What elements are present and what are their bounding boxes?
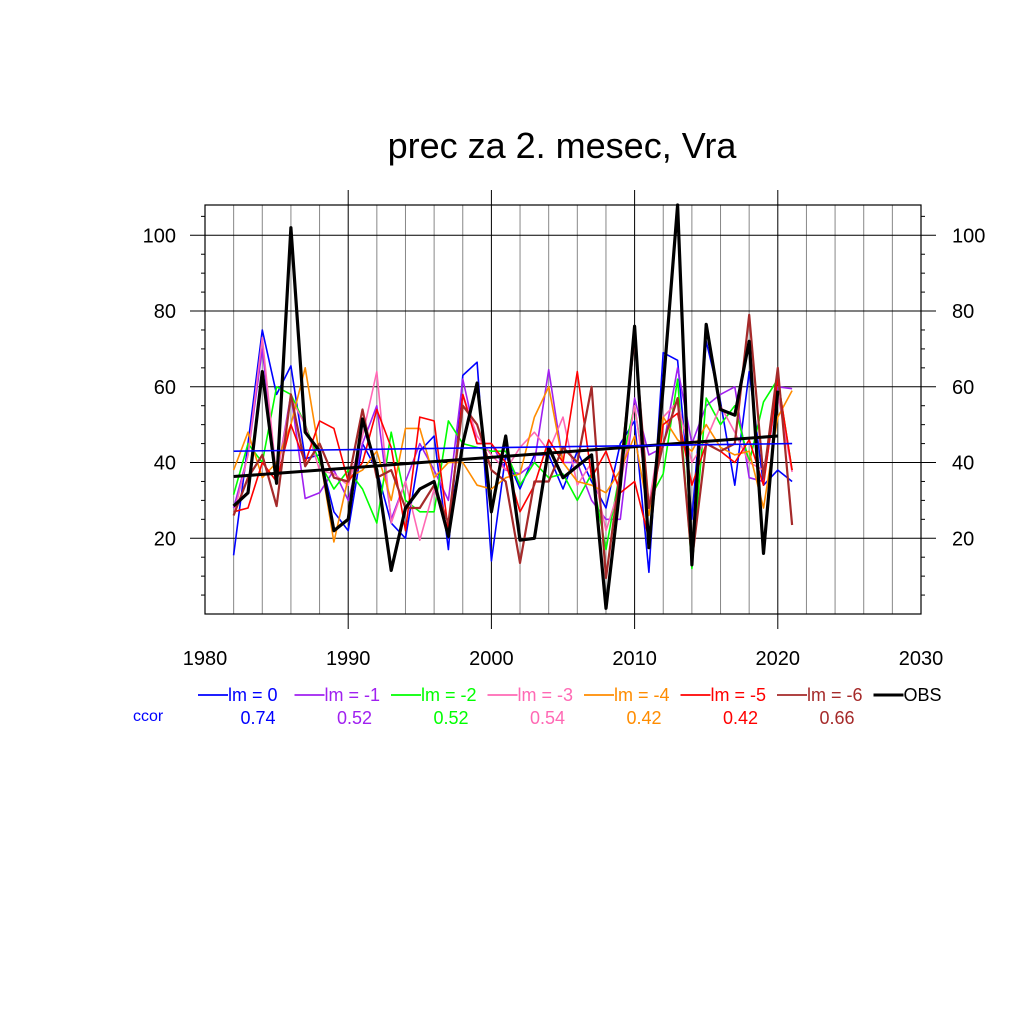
ccor-value-0: 0.74: [240, 708, 275, 728]
x-tick-label: 1980: [183, 648, 228, 670]
y-tick-label-left: 40: [154, 453, 176, 475]
x-tick-label: 2020: [756, 648, 801, 670]
y-tick-label-right: 20: [952, 528, 974, 550]
x-tick-label: 1990: [326, 648, 371, 670]
y-tick-label-right: 40: [952, 453, 974, 475]
legend-label-3: lm = -3: [518, 685, 574, 705]
x-tick-label: 2000: [469, 648, 514, 670]
ccor-value-4: 0.42: [626, 708, 661, 728]
ccor-value-5: 0.42: [723, 708, 758, 728]
y-tick-label-left: 100: [143, 225, 176, 247]
legend-label-2: lm = -2: [421, 685, 477, 705]
legend-label-5: lm = -5: [711, 685, 767, 705]
y-tick-label-left: 60: [154, 377, 176, 399]
series-line-6: [232, 313, 794, 580]
ccor-value-1: 0.52: [337, 708, 372, 728]
y-tick-label-left: 20: [154, 528, 176, 550]
legend-label-4: lm = -4: [614, 685, 670, 705]
ccor-value-2: 0.52: [433, 708, 468, 728]
plot-frame: [204, 204, 922, 615]
x-tick-label: 2030: [899, 648, 944, 670]
ccor-label: ccor: [133, 708, 164, 725]
grid: [190, 190, 936, 629]
legend-label-0: lm = 0: [228, 685, 278, 705]
legend: lm = 0 0.74 lm = -1 0.52 lm = -2 0.52 lm = -3 0…: [133, 685, 942, 728]
chart-title: prec za 2. mesec, Vra: [388, 125, 738, 166]
ccor-value-6: 0.66: [819, 708, 854, 728]
y-tick-label-right: 80: [952, 301, 974, 323]
legend-label-6: lm = -6: [807, 685, 863, 705]
series-lines: [232, 203, 794, 610]
trend-line-7: [233, 434, 778, 479]
y-tick-label-right: 60: [952, 377, 974, 399]
trend-line-8: [233, 442, 793, 452]
legend-label-7: OBS: [904, 685, 942, 705]
y-tick-label-right: 100: [952, 225, 985, 247]
y-tick-label-left: 80: [154, 301, 176, 323]
x-tick-label: 2010: [612, 648, 657, 670]
legend-label-1: lm = -1: [325, 685, 381, 705]
series-line-2: [232, 378, 793, 570]
ccor-value-3: 0.54: [530, 708, 565, 728]
